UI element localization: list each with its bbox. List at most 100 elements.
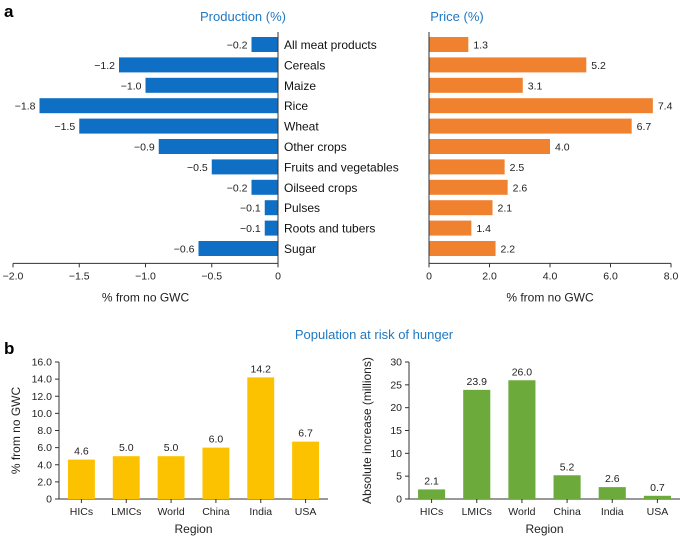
- category-label: Wheat: [284, 120, 319, 134]
- hunger-absolute-value-label: 2.1: [424, 475, 439, 487]
- production-bar: [198, 241, 278, 256]
- category-label: All meat products: [284, 38, 377, 52]
- panel-label-b: b: [4, 339, 14, 358]
- production-bar: [264, 200, 278, 216]
- price-x-axis-label: % from no GWC: [506, 290, 594, 304]
- hunger-absolute-y-tick-label: 30: [390, 357, 402, 369]
- hunger-percent-y-tick-label: 10.0: [32, 408, 53, 420]
- hunger-percent-bar: [247, 377, 275, 499]
- hunger-absolute-bar: [418, 489, 446, 499]
- hunger-percent-x-tick-label: HICs: [70, 506, 93, 518]
- hunger-absolute-x-tick-label: China: [553, 506, 581, 518]
- production-value-label: −0.2: [227, 40, 248, 52]
- hunger-percent-value-label: 4.6: [74, 446, 89, 458]
- hunger-percent-bar: [202, 447, 230, 499]
- price-x-tick-label: 0: [426, 270, 432, 282]
- price-title: Price (%): [430, 9, 483, 24]
- hunger-absolute-chart: 0 5 10 15 20 25 30 2.1 HICs 23.9 LMICs 26.0 World 5.2…: [360, 357, 680, 536]
- production-value-label: −1.2: [94, 60, 115, 72]
- production-bar: [264, 220, 278, 236]
- hunger-percent-y-tick-label: 4.0: [37, 459, 52, 471]
- hunger-absolute-bar: [508, 380, 536, 499]
- price-x-tick-label: 2.0: [482, 270, 497, 282]
- category-label: Oilseed crops: [284, 181, 357, 195]
- production-x-tick-label: −1.0: [135, 270, 156, 282]
- hunger-absolute-bar: [598, 487, 626, 499]
- production-bar: [251, 37, 278, 52]
- production-value-label: −0.5: [187, 162, 208, 174]
- hunger-absolute-y-tick-label: 0: [396, 494, 402, 506]
- hunger-absolute-y-tick-label: 10: [390, 448, 402, 460]
- hunger-percent-y-tick-label: 2.0: [37, 476, 52, 488]
- price-bar: [429, 37, 469, 52]
- price-value-label: 2.6: [513, 182, 528, 194]
- hunger-percent-x-tick-label: World: [157, 506, 184, 518]
- price-x-tick-label: 6.0: [603, 270, 618, 282]
- price-bar: [429, 98, 653, 114]
- production-value-label: −0.2: [227, 182, 248, 194]
- production-bar: [39, 98, 278, 114]
- price-bar: [429, 77, 523, 93]
- hunger-absolute-bar: [553, 475, 581, 499]
- hunger-percent-bar: [67, 459, 95, 499]
- production-bar: [119, 57, 278, 73]
- production-value-label: −1.8: [15, 101, 36, 113]
- production-x-tick-label: 0: [275, 270, 281, 282]
- price-bar: [429, 200, 493, 216]
- hunger-percent-y-tick-label: 6.0: [37, 442, 52, 454]
- production-value-label: −1.0: [121, 80, 142, 92]
- price-bar: [429, 57, 587, 73]
- production-bar: [211, 159, 278, 175]
- production-bar: [251, 179, 278, 195]
- hunger-absolute-bar: [643, 495, 671, 499]
- price-bar: [429, 159, 505, 175]
- panel-label-a: a: [4, 2, 14, 21]
- production-title: Production (%): [200, 9, 286, 24]
- hunger-absolute-y-tick-label: 15: [390, 425, 402, 437]
- category-label: Pulses: [284, 201, 320, 215]
- category-label: Other crops: [284, 140, 347, 154]
- hunger-absolute-value-label: 5.2: [560, 461, 575, 473]
- hunger-absolute-x-tick-label: India: [601, 506, 624, 518]
- category-label: Cereals: [284, 58, 325, 72]
- production-bar: [158, 139, 278, 154]
- hunger-percent-x-tick-label: USA: [295, 506, 317, 518]
- hunger-percent-y-tick-label: 14.0: [32, 374, 53, 386]
- production-value-label: −0.9: [134, 142, 155, 154]
- hunger-percent-x-tick-label: LMICs: [111, 506, 141, 518]
- hunger-percent-value-label: 6.7: [298, 428, 313, 440]
- hunger-absolute-x-tick-label: HICs: [420, 506, 443, 518]
- hunger-percent-value-label: 5.0: [119, 442, 134, 454]
- hunger-absolute-value-label: 23.9: [467, 376, 488, 388]
- category-label: Maize: [284, 79, 316, 93]
- price-bar: [429, 220, 472, 236]
- price-value-label: 5.2: [591, 60, 606, 72]
- hunger-absolute-value-label: 2.6: [605, 473, 620, 485]
- hunger-percent-x-axis-label: Region: [174, 522, 212, 536]
- hunger-percent-bar: [292, 441, 320, 499]
- hunger-percent-x-tick-label: India: [249, 506, 272, 518]
- hunger-title: Population at risk of hunger: [295, 327, 454, 342]
- hunger-percent-y-tick-label: 8.0: [37, 425, 52, 437]
- price-value-label: 2.5: [510, 162, 525, 174]
- hunger-absolute-y-tick-label: 5: [396, 471, 402, 483]
- production-value-label: −0.6: [174, 244, 195, 256]
- category-label: Fruits and vegetables: [284, 160, 399, 174]
- hunger-percent-chart: 0 2.0 4.0 6.0 8.0 10.0 12.0 14.0 16.0 4.6 HICs 5.0 L…: [9, 357, 328, 536]
- price-bar: [429, 241, 496, 256]
- price-value-label: 6.7: [637, 121, 652, 133]
- production-value-label: −1.5: [55, 121, 76, 133]
- price-value-label: 4.0: [555, 142, 570, 154]
- price-value-label: 7.4: [658, 101, 673, 113]
- hunger-percent-y-tick-label: 0: [46, 494, 52, 506]
- hunger-percent-value-label: 5.0: [164, 442, 179, 454]
- hunger-percent-bar: [112, 456, 140, 499]
- hunger-absolute-x-tick-label: LMICs: [462, 506, 492, 518]
- hunger-absolute-y-tick-label: 20: [390, 402, 402, 414]
- hunger-percent-value-label: 6.0: [209, 434, 224, 446]
- hunger-absolute-value-label: 0.7: [650, 482, 665, 494]
- production-value-label: −0.1: [240, 223, 261, 235]
- category-label: Rice: [284, 99, 308, 113]
- price-value-label: 2.1: [498, 203, 513, 215]
- hunger-percent-y-axis-label: % from no GWC: [9, 387, 23, 475]
